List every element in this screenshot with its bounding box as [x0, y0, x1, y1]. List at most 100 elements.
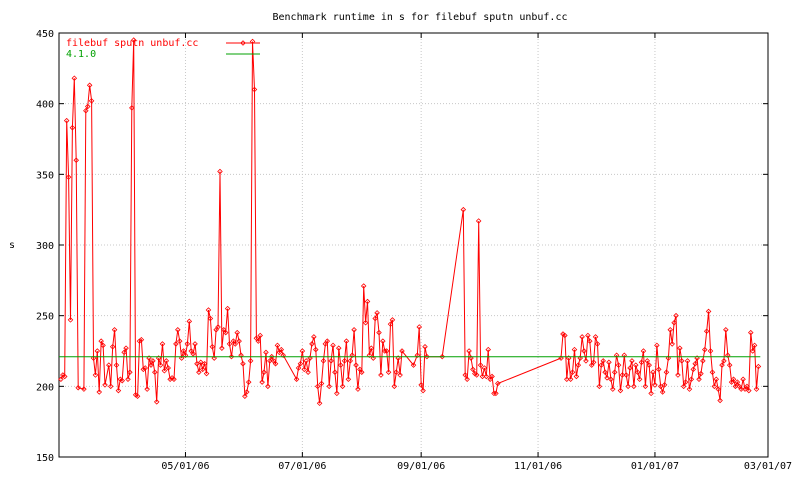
data-point	[130, 37, 137, 43]
data-point	[623, 372, 629, 378]
data-point	[422, 343, 428, 350]
data-point	[489, 373, 495, 380]
data-point	[127, 369, 133, 375]
data-point	[629, 358, 635, 364]
data-point	[703, 328, 710, 334]
data-point	[134, 393, 141, 399]
data-point	[240, 360, 246, 367]
data-point	[274, 342, 281, 349]
data-point	[98, 338, 104, 344]
data-point	[148, 362, 154, 368]
data-point	[299, 348, 306, 354]
data-point	[730, 376, 737, 383]
data-point	[631, 383, 637, 390]
data-point	[479, 373, 486, 380]
data-point	[263, 349, 269, 356]
data-point	[136, 338, 143, 344]
data-point	[265, 383, 271, 390]
data-point	[755, 363, 762, 370]
data-point	[723, 327, 729, 333]
data-point	[562, 332, 568, 339]
data-point	[663, 369, 670, 375]
data-point	[69, 124, 76, 131]
data-point	[652, 382, 658, 388]
data-point	[604, 375, 610, 381]
data-point	[719, 362, 725, 368]
data-point	[615, 362, 622, 368]
data-point	[389, 317, 396, 323]
data-point	[485, 346, 491, 353]
data-point	[295, 365, 302, 371]
data-point	[596, 383, 603, 390]
data-point	[414, 352, 421, 359]
data-point	[397, 372, 403, 378]
data-point	[358, 369, 365, 375]
data-point	[121, 349, 127, 356]
data-point	[732, 383, 739, 390]
data-point	[661, 382, 668, 388]
series-line	[60, 40, 759, 404]
data-point	[142, 365, 148, 371]
data-point	[336, 345, 342, 351]
data-point	[125, 376, 131, 383]
data-point	[610, 386, 616, 392]
data-point	[65, 174, 72, 180]
data-point	[345, 376, 352, 383]
data-point	[100, 342, 106, 349]
data-point	[113, 362, 120, 368]
data-point	[226, 341, 233, 347]
data-point	[740, 376, 746, 383]
data-point	[385, 369, 392, 375]
data-point	[648, 390, 654, 397]
data-point	[564, 376, 570, 383]
data-point	[650, 369, 656, 375]
data-point	[61, 373, 68, 380]
data-point	[313, 346, 319, 353]
data-point	[495, 380, 501, 387]
data-point	[176, 338, 183, 344]
data-point	[705, 308, 712, 315]
data-point	[387, 321, 394, 327]
legend: filebuf sputn unbuf.cc4.1.0	[66, 38, 260, 60]
data-point	[466, 348, 472, 354]
data-point	[439, 353, 446, 360]
data-point	[314, 383, 321, 390]
data-point	[305, 369, 311, 375]
data-point	[86, 82, 93, 89]
data-point	[242, 393, 248, 399]
data-point	[573, 373, 580, 380]
y-axis-label: s	[9, 240, 15, 251]
data-point	[102, 382, 108, 388]
data-point	[63, 117, 70, 124]
data-point	[173, 341, 179, 347]
data-point	[679, 358, 685, 364]
data-point	[259, 379, 265, 385]
data-point	[380, 338, 386, 344]
chart-title: Benchmark runtime in s for filebuf sputn…	[272, 12, 567, 23]
x-tick-label: 09/01/06	[397, 461, 445, 472]
data-point	[343, 338, 350, 344]
series-group	[58, 37, 762, 407]
data-point	[675, 372, 681, 378]
data-point	[746, 387, 752, 394]
data-point	[477, 362, 484, 368]
data-point	[395, 355, 401, 361]
data-point	[751, 342, 758, 349]
data-point	[109, 343, 116, 350]
data-point	[167, 376, 173, 383]
legend-label: 4.1.0	[66, 49, 96, 60]
data-point	[84, 103, 91, 110]
data-point	[749, 348, 756, 354]
data-point	[571, 346, 578, 353]
data-point	[613, 352, 620, 359]
data-point	[219, 345, 225, 351]
data-point	[372, 315, 378, 322]
data-point	[481, 365, 488, 371]
y-tick-label: 250	[36, 312, 54, 323]
x-tick-label: 07/01/06	[278, 461, 326, 472]
data-point	[140, 366, 147, 373]
data-point	[753, 386, 760, 392]
data-point	[222, 329, 229, 336]
data-point	[483, 373, 490, 380]
